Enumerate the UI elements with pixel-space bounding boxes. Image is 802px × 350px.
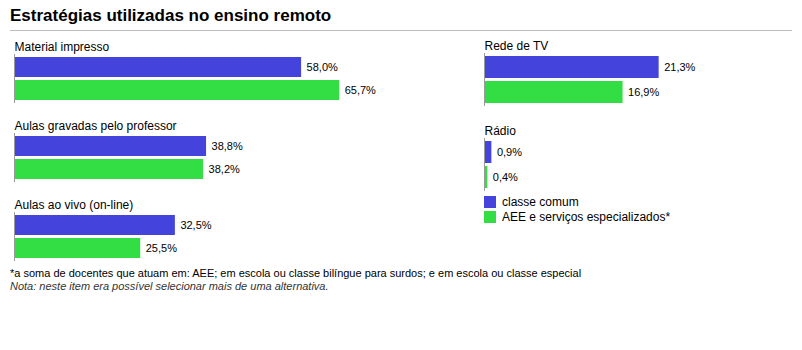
html-text:classe comum: classe comum bbox=[502, 195, 579, 209]
svg-text:Rádio: Rádio bbox=[485, 124, 517, 138]
svg-text:Rede de TV: Rede de TV bbox=[485, 39, 549, 53]
svg-text:25,5%: 25,5% bbox=[146, 242, 177, 254]
svg-text:Aulas ao vivo (on-line): Aulas ao vivo (on-line) bbox=[15, 198, 134, 212]
svg-text:58,0%: 58,0% bbox=[307, 61, 338, 73]
svg-text:0,9%: 0,9% bbox=[497, 146, 522, 158]
svg-text:32,5%: 32,5% bbox=[180, 219, 211, 231]
svg-text:21,3%: 21,3% bbox=[664, 61, 695, 73]
svg-text:65,7%: 65,7% bbox=[345, 84, 376, 96]
html-text:AEE e serviços especializados*: AEE e serviços especializados* bbox=[502, 210, 671, 224]
svg-text:16,9%: 16,9% bbox=[628, 86, 659, 98]
html-text:Estratégias utilizadas no ensi: Estratégias utilizadas no ensino remoto bbox=[10, 6, 332, 25]
html-text:*a soma de docentes que atuam: *a soma de docentes que atuam em: AEE; e… bbox=[10, 267, 582, 279]
svg-text:0,4%: 0,4% bbox=[493, 171, 518, 183]
svg-text:Aulas gravadas pelo professor: Aulas gravadas pelo professor bbox=[15, 119, 177, 133]
svg-text:38,8%: 38,8% bbox=[212, 140, 243, 152]
html-text:Nota: neste item era possível: Nota: neste item era possível selecionar… bbox=[10, 280, 329, 292]
svg-text:Material impresso: Material impresso bbox=[15, 40, 110, 54]
svg-text:38,2%: 38,2% bbox=[209, 163, 240, 175]
